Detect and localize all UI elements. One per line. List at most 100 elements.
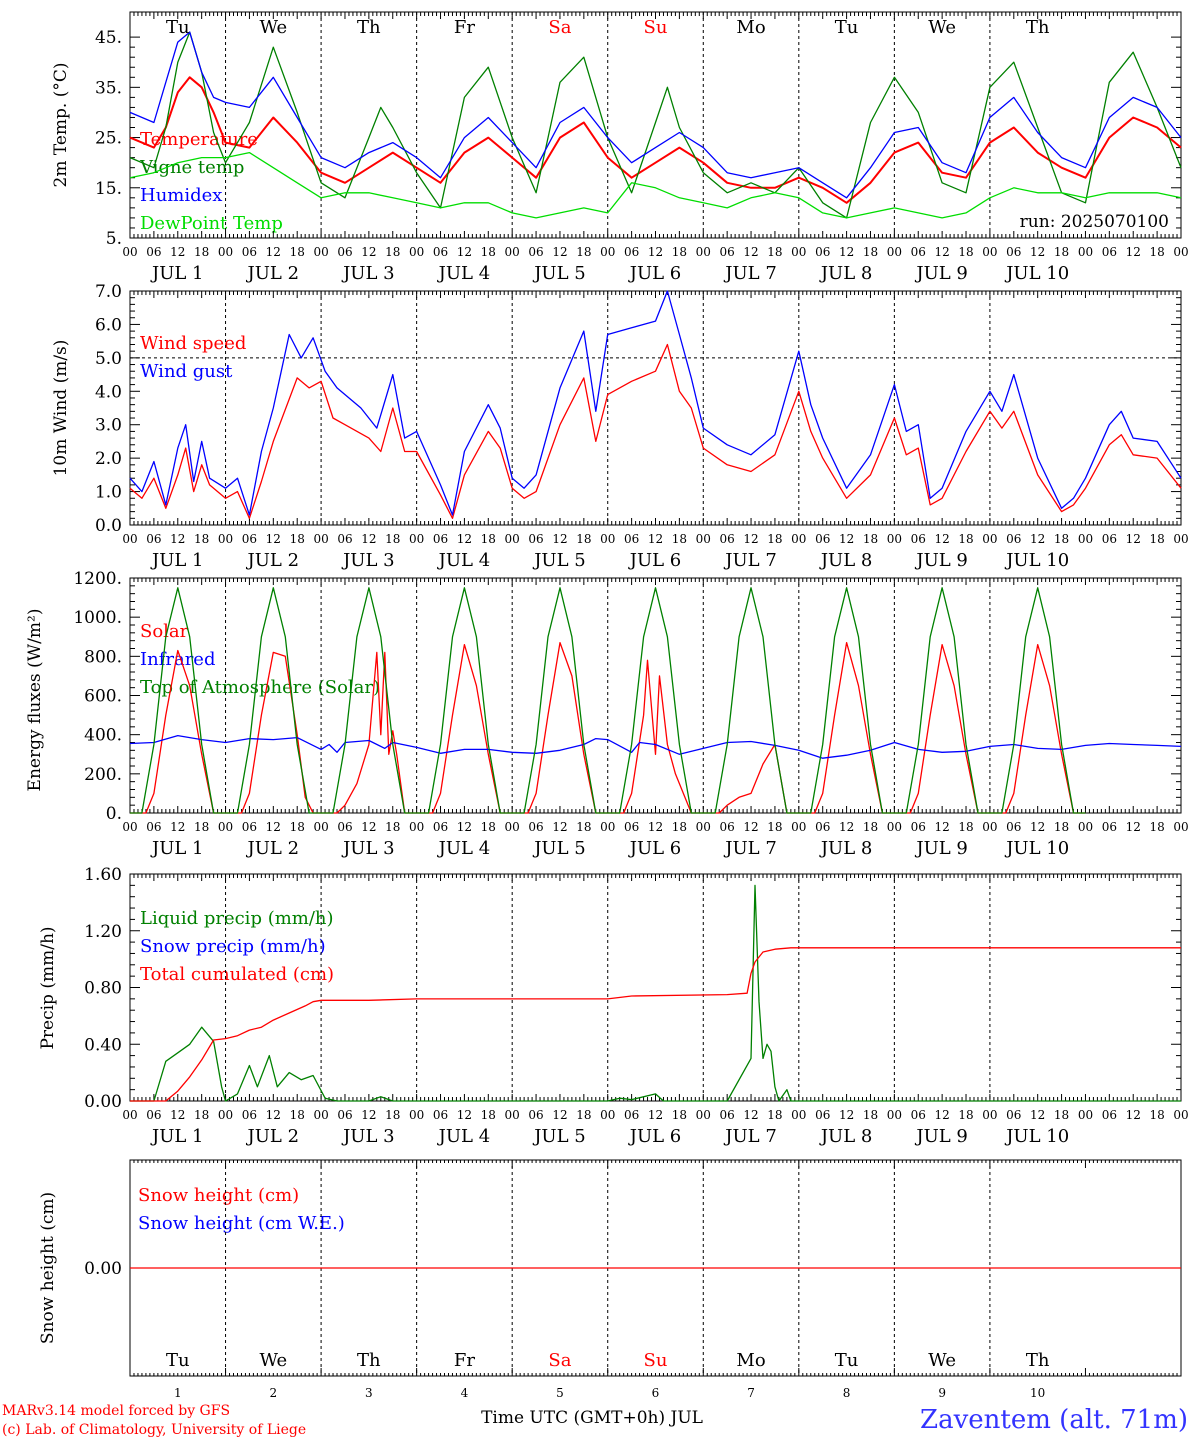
- hour-tick-label: 12: [266, 532, 281, 546]
- hour-tick-label: 06: [528, 820, 543, 834]
- hour-tick-label: 12: [648, 1108, 663, 1122]
- hour-tick-label: 06: [1102, 1108, 1117, 1122]
- date-label: JUL 5: [532, 550, 586, 571]
- date-label: JUL 9: [914, 1126, 968, 1147]
- series-wind-speed: [129, 343, 1182, 519]
- hour-tick-label: 06: [815, 532, 830, 546]
- hour-tick-label: 18: [863, 532, 878, 546]
- date-label: JUL 9: [914, 263, 968, 284]
- y-tick-label: 1200.: [73, 569, 122, 589]
- hour-tick-label: 18: [1054, 532, 1069, 546]
- hour-tick-label: 06: [624, 245, 639, 259]
- hour-tick-label: 12: [266, 1108, 281, 1122]
- hour-tick-label: 06: [720, 532, 735, 546]
- hour-tick-label: 06: [1006, 1108, 1021, 1122]
- hour-tick-label: 18: [481, 1108, 496, 1122]
- hour-tick-label: 06: [815, 1108, 830, 1122]
- hour-tick-label: 00: [696, 820, 711, 834]
- hour-tick-label: 06: [528, 1108, 543, 1122]
- hour-tick-label: 18: [767, 1108, 782, 1122]
- y-tick-label: 0.40: [84, 1035, 122, 1055]
- date-label: JUL 4: [437, 550, 491, 571]
- weekday-label-top: Tu: [166, 17, 190, 38]
- hour-tick-label: 00: [600, 532, 615, 546]
- series-infrared: [129, 734, 1182, 759]
- day-number-label: 6: [652, 1386, 660, 1400]
- hour-tick-label: 12: [552, 245, 567, 259]
- date-label: JUL 3: [341, 1126, 395, 1147]
- series-dewpoint-temp: [129, 151, 1182, 219]
- date-label: JUL 1: [150, 1126, 204, 1147]
- hour-tick-label: 00: [313, 532, 328, 546]
- hour-tick-label: 18: [958, 820, 973, 834]
- date-label: JUL 10: [1004, 550, 1069, 571]
- legend-total-cumulated: Total cumulated (cm): [140, 964, 334, 985]
- y-tick-label: 1.60: [84, 865, 122, 885]
- date-label: JUL 1: [150, 550, 204, 571]
- weekday-label: Mo: [736, 1350, 765, 1371]
- series-wind-gust: [129, 290, 1182, 516]
- weekday-label-top: Th: [357, 17, 381, 38]
- hour-tick-label: 06: [337, 532, 352, 546]
- legend-humidex: Humidex: [140, 185, 222, 206]
- hour-tick-label: 00: [791, 820, 806, 834]
- hour-tick-label: 18: [290, 820, 305, 834]
- panel-frame: [129, 11, 1182, 239]
- hour-tick-label: 06: [911, 245, 926, 259]
- hour-tick-label: 00: [887, 532, 902, 546]
- y-tick-label: 800.: [84, 647, 122, 667]
- panel-3-marks: 00 06 12 18 00 06 12 18 00 06 12 18 00 06 12 18 00 06 12 18…: [84, 865, 1189, 1147]
- date-label: JUL 5: [532, 1126, 586, 1147]
- hour-tick-label: 06: [146, 1108, 161, 1122]
- legend-snow-height-we: Snow height (cm W.E.): [138, 1213, 345, 1234]
- date-label: JUL 8: [819, 263, 873, 284]
- hour-tick-label: 06: [815, 820, 830, 834]
- y-axis-label: Precip (mm/h): [38, 926, 58, 1049]
- date-label: JUL 10: [1004, 263, 1069, 284]
- date-label: JUL 9: [914, 550, 968, 571]
- y-tick-label: 1.0: [95, 483, 122, 503]
- date-label: JUL 1: [150, 838, 204, 859]
- weekday-label-top: Tu: [835, 17, 859, 38]
- hour-tick-label: 06: [624, 1108, 639, 1122]
- hour-tick-label: 00: [982, 1108, 997, 1122]
- hour-tick-label: 00: [1078, 532, 1093, 546]
- hour-tick-label: 12: [1030, 1108, 1045, 1122]
- hour-tick-label: 12: [743, 245, 758, 259]
- legend-infrared: Infrared: [140, 649, 215, 670]
- hour-tick-label: 00: [505, 532, 520, 546]
- hour-tick-label: 06: [911, 1108, 926, 1122]
- y-tick-label: 45.: [95, 28, 122, 48]
- hour-tick-label: 00: [600, 1108, 615, 1122]
- hour-tick-label: 12: [934, 820, 949, 834]
- hour-tick-label: 00: [409, 820, 424, 834]
- hour-tick-label: 12: [648, 532, 663, 546]
- weekday-label-top: Sa: [548, 17, 571, 38]
- hour-tick-label: 00: [1078, 1108, 1093, 1122]
- weekday-label-top: Mo: [736, 17, 765, 38]
- weekday-label-top: We: [928, 17, 956, 38]
- weekday-label-top: We: [259, 17, 287, 38]
- legend-dewpoint-temp: DewPoint Temp: [140, 213, 283, 234]
- hour-tick-label: 12: [648, 245, 663, 259]
- y-tick-label: 0.00: [84, 1092, 122, 1112]
- y-tick-label: 6.0: [95, 315, 122, 335]
- hour-tick-label: 00: [982, 820, 997, 834]
- y-tick-label: 600.: [84, 687, 122, 707]
- series-total-cumulated-cm: [130, 947, 1181, 1102]
- date-label: JUL 4: [437, 838, 491, 859]
- weekday-label: Th: [1026, 1350, 1050, 1371]
- chart-marks: 00 06 12 18 00 06 12 18 00 06 12 18 00 06 12 18 00 06 12 18…: [73, 12, 1189, 1400]
- hour-tick-label: 06: [242, 245, 257, 259]
- hour-tick-label: 06: [911, 532, 926, 546]
- y-tick-label: 0.00: [84, 1259, 122, 1279]
- hour-tick-label: 18: [194, 1108, 209, 1122]
- hour-tick-label: 12: [457, 532, 472, 546]
- hour-tick-label: 18: [290, 532, 305, 546]
- hour-tick-label: 00: [887, 245, 902, 259]
- day-number-label: 10: [1030, 1386, 1045, 1400]
- hour-tick-label: 00: [122, 532, 137, 546]
- hour-tick-label: 06: [433, 820, 448, 834]
- hour-tick-label: 18: [767, 532, 782, 546]
- hour-tick-label: 12: [1030, 245, 1045, 259]
